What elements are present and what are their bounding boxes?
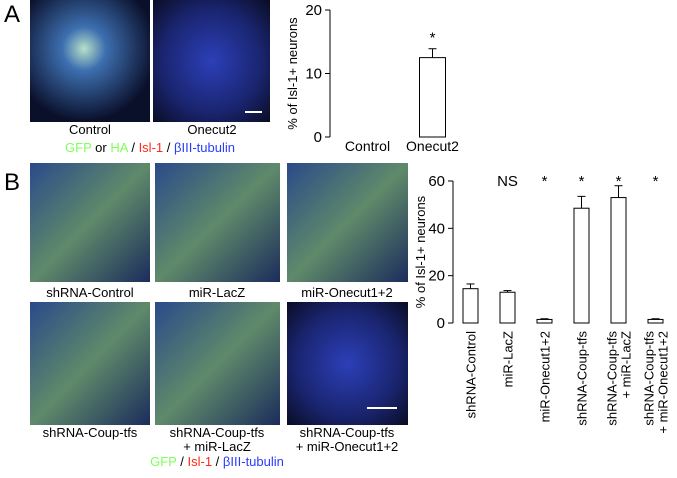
micrograph — [155, 163, 280, 282]
bar — [610, 197, 627, 324]
x-tick-label: shRNA-Control — [464, 331, 479, 419]
micrograph — [155, 302, 280, 425]
bar — [462, 288, 479, 324]
x-tick-label: + miR-Onecut1+2 — [656, 331, 671, 434]
sep: / — [180, 454, 184, 469]
x-tick-label: Onecut2 — [406, 138, 459, 154]
x-tick-label: + miR-LacZ — [619, 331, 634, 399]
y-tick-label: 0 — [314, 129, 322, 146]
micrograph — [30, 0, 150, 122]
image-label: + miR-LacZ — [183, 439, 251, 454]
y-tick-label: 20 — [428, 268, 445, 285]
x-tick-label: shRNA-Coup-tfs — [642, 331, 657, 426]
x-tick-label: shRNA-Coup-tfs — [575, 331, 590, 426]
y-tick-label: 10 — [305, 66, 322, 83]
image-label: Control — [69, 122, 111, 137]
panel-label: A — [4, 1, 20, 28]
stain: GFP — [150, 454, 177, 469]
stain: HA — [110, 140, 128, 155]
y-tick-label: 60 — [428, 173, 445, 190]
significance: * — [430, 30, 436, 47]
y-tick-label: 40 — [428, 220, 445, 237]
stain-legend: GFP / Isl-1 / βIII-tubulin — [150, 454, 284, 469]
x-tick-label: miR-Onecut1+2 — [538, 331, 553, 422]
micrograph — [153, 0, 270, 122]
image-label: + miR-Onecut1+2 — [296, 439, 399, 454]
significance: * — [542, 173, 548, 190]
stain: βIII-tubulin — [223, 454, 284, 469]
sep: or — [95, 140, 107, 155]
sep: / — [216, 454, 220, 469]
x-tick-label: shRNA-Coup-tfs — [605, 331, 620, 426]
significance: * — [616, 173, 622, 190]
image-label: shRNA-Control — [46, 285, 134, 300]
sep: / — [167, 140, 171, 155]
y-axis-label: % of Isl-1+ neurons — [413, 195, 428, 308]
bar — [499, 291, 516, 324]
image-label: shRNA-Coup-tfs — [300, 425, 395, 440]
image-label: miR-LacZ — [189, 285, 245, 300]
micrograph — [30, 163, 150, 282]
image-label: miR-Onecut1+2 — [301, 285, 392, 300]
stain-legend: GFP or HA / Isl-1 / βIII-tubulin — [65, 140, 235, 155]
bar — [419, 57, 446, 138]
y-tick-label: 0 — [437, 315, 445, 332]
significance: * — [653, 173, 659, 190]
image-label: Onecut2 — [187, 122, 236, 137]
micrograph — [287, 302, 408, 425]
sep: / — [131, 140, 135, 155]
bar — [647, 318, 664, 324]
micrograph — [30, 302, 150, 425]
significance: * — [579, 173, 585, 190]
y-tick-label: 20 — [305, 2, 322, 19]
bar — [536, 318, 553, 324]
stain: βIII-tubulin — [174, 140, 235, 155]
panel-label: B — [4, 169, 20, 196]
bar — [573, 207, 590, 324]
significance: NS — [497, 173, 518, 190]
x-tick-label: miR-LacZ — [501, 331, 516, 387]
micrograph — [287, 163, 408, 282]
stain: Isl-1 — [139, 140, 164, 155]
y-axis-label: % of Isl-1+ neurons — [285, 17, 300, 130]
stain: GFP — [65, 140, 92, 155]
image-label: shRNA-Coup-tfs — [170, 425, 265, 440]
image-label: shRNA-Coup-tfs — [43, 425, 138, 440]
x-tick-label: Control — [345, 138, 390, 154]
stain: Isl-1 — [187, 454, 212, 469]
